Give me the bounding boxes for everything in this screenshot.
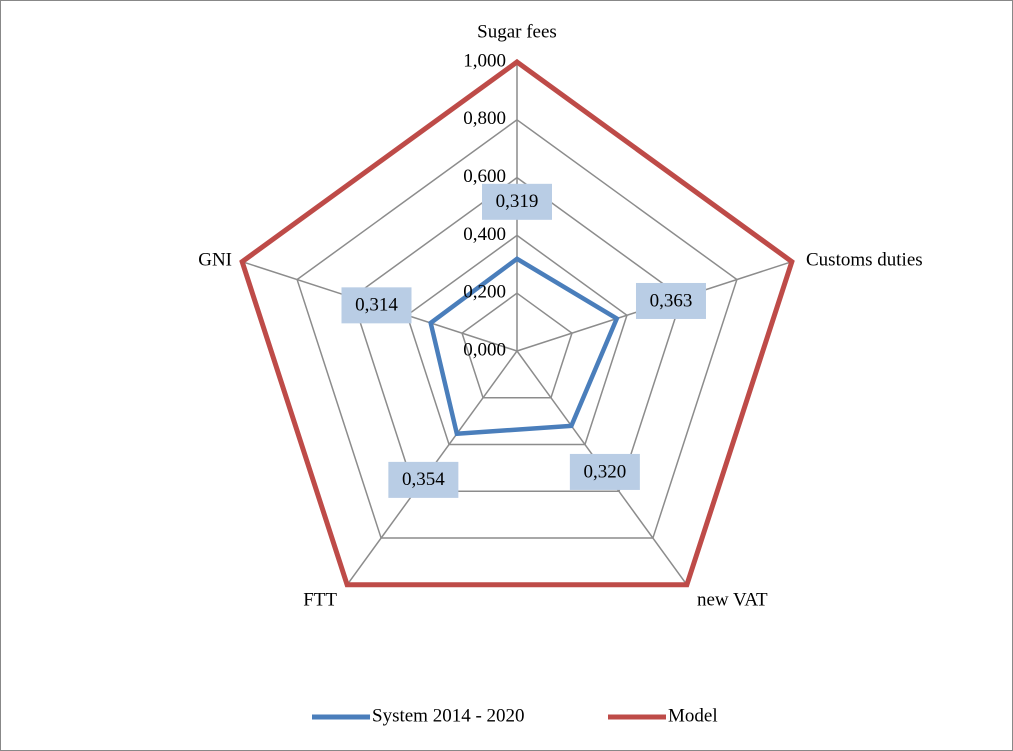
data-label-box bbox=[482, 183, 552, 220]
data-label-box bbox=[569, 453, 640, 490]
y-tick-label: 0,200 bbox=[463, 282, 506, 303]
data-label: 0,319 bbox=[496, 191, 539, 212]
category-label: Sugar fees bbox=[477, 21, 557, 42]
data-label: 0,320 bbox=[583, 461, 626, 482]
data-label-box bbox=[341, 287, 412, 324]
data-label: 0,314 bbox=[355, 295, 398, 316]
y-tick-label: 0,000 bbox=[463, 339, 506, 360]
legend-label: Model bbox=[668, 705, 718, 726]
grid-ring bbox=[296, 118, 738, 539]
series-line bbox=[239, 58, 795, 588]
data-label-box bbox=[388, 461, 459, 498]
category-label: Customs duties bbox=[806, 249, 923, 270]
series-line bbox=[428, 256, 620, 437]
y-tick-label: 1,000 bbox=[463, 50, 506, 71]
data-label: 0,354 bbox=[402, 469, 445, 490]
category-label: new VAT bbox=[697, 589, 768, 610]
category-label: FTT bbox=[303, 589, 337, 610]
data-label-box bbox=[635, 282, 706, 319]
grid-ring bbox=[351, 176, 683, 493]
category-label: GNI bbox=[198, 249, 232, 270]
y-tick-label: 0,800 bbox=[463, 108, 506, 129]
grid-ring bbox=[406, 234, 628, 446]
grid-ring bbox=[461, 292, 573, 399]
data-label: 0,363 bbox=[650, 290, 693, 311]
y-tick-label: 0,400 bbox=[463, 224, 506, 245]
y-tick-label: 0,600 bbox=[463, 166, 506, 187]
legend-label: System 2014 - 2020 bbox=[372, 705, 525, 726]
